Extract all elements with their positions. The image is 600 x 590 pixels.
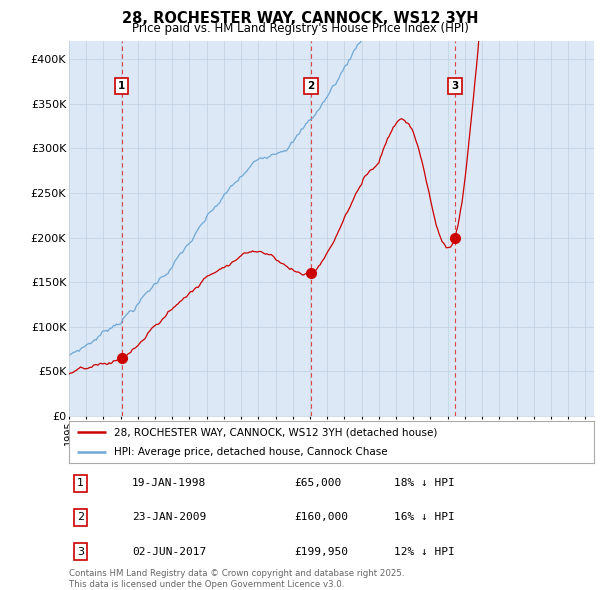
Text: 3: 3	[451, 81, 458, 91]
Text: 28, ROCHESTER WAY, CANNOCK, WS12 3YH: 28, ROCHESTER WAY, CANNOCK, WS12 3YH	[122, 11, 478, 25]
Text: 1: 1	[77, 478, 84, 488]
Text: 3: 3	[77, 547, 84, 556]
Text: 23-JAN-2009: 23-JAN-2009	[132, 513, 206, 522]
Text: 12% ↓ HPI: 12% ↓ HPI	[395, 547, 455, 556]
Text: 28, ROCHESTER WAY, CANNOCK, WS12 3YH (detached house): 28, ROCHESTER WAY, CANNOCK, WS12 3YH (de…	[113, 427, 437, 437]
Text: 2: 2	[307, 81, 314, 91]
Text: 18% ↓ HPI: 18% ↓ HPI	[395, 478, 455, 488]
Text: 16% ↓ HPI: 16% ↓ HPI	[395, 513, 455, 522]
Text: 2: 2	[77, 513, 84, 522]
Text: 02-JUN-2017: 02-JUN-2017	[132, 547, 206, 556]
Text: Contains HM Land Registry data © Crown copyright and database right 2025.
This d: Contains HM Land Registry data © Crown c…	[69, 569, 404, 589]
Text: £160,000: £160,000	[295, 513, 349, 522]
Text: 19-JAN-1998: 19-JAN-1998	[132, 478, 206, 488]
Text: 1: 1	[118, 81, 125, 91]
Text: £199,950: £199,950	[295, 547, 349, 556]
Text: HPI: Average price, detached house, Cannock Chase: HPI: Average price, detached house, Cann…	[113, 447, 387, 457]
Text: £65,000: £65,000	[295, 478, 342, 488]
Text: Price paid vs. HM Land Registry's House Price Index (HPI): Price paid vs. HM Land Registry's House …	[131, 22, 469, 35]
